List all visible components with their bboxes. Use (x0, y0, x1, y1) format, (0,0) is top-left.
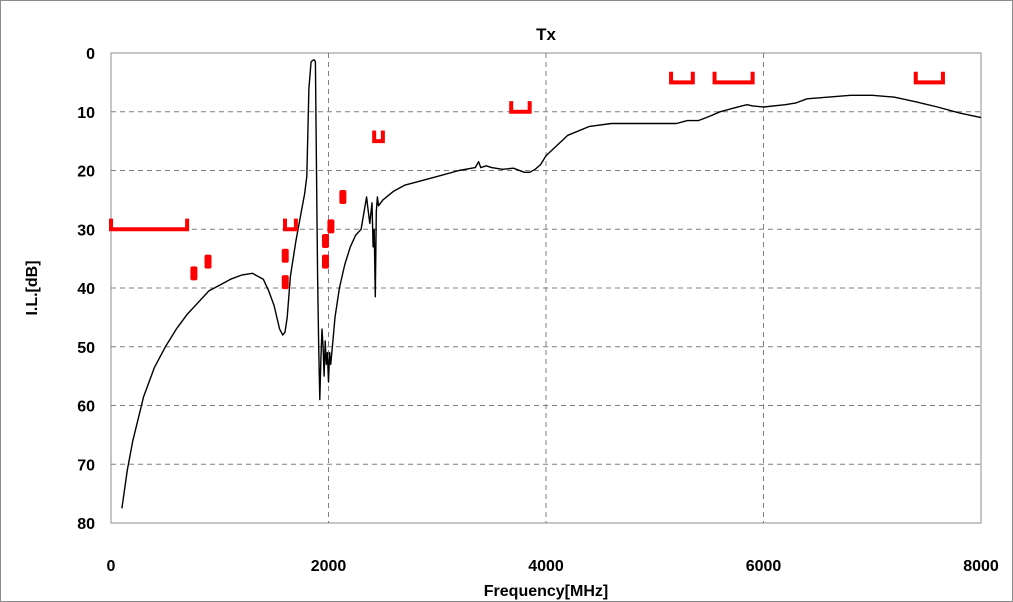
insertion-loss-curve (121, 59, 982, 509)
y-tick-label: 20 (77, 164, 95, 181)
spec-limit-point (321, 234, 329, 248)
x-tick-label: 4000 (528, 558, 564, 575)
spec-limit-bracket (283, 218, 298, 232)
y-tick-label: 30 (77, 222, 95, 239)
spec-limit-bracket (109, 218, 190, 232)
y-tick-label: 10 (77, 105, 95, 122)
x-axis-title: Frequency[MHz] (484, 583, 608, 600)
spec-limit-bracket (913, 71, 945, 85)
spec-limit-bracket (372, 130, 385, 144)
spec-limit-point (190, 266, 198, 281)
spec-limit-point (281, 275, 289, 290)
y-tick-label: 0 (86, 46, 95, 63)
chart-title: Tx (536, 25, 556, 44)
spec-limit-bracket (509, 101, 532, 114)
tick-labels: 0 10 20 30 40 50 60 70 80 0 2000 4000 6000 8000 (77, 46, 999, 575)
spec-limit-bracket (669, 71, 695, 85)
spec-limit-point (339, 189, 347, 204)
spec-limit-point (327, 219, 335, 234)
y-tick-label: 50 (77, 340, 95, 357)
spec-limit-point (321, 254, 329, 269)
spec-limit-point (204, 254, 212, 269)
grid-lines (111, 53, 981, 523)
y-tick-label: 40 (77, 281, 95, 298)
x-tick-label: 8000 (963, 558, 999, 575)
spec-limit-bracket (712, 71, 755, 85)
insertion-loss-curve-group (121, 59, 982, 509)
y-tick-label: 80 (77, 516, 95, 533)
spec-limit-point (281, 248, 289, 263)
y-tick-label: 60 (77, 399, 95, 416)
x-tick-label: 0 (107, 558, 116, 575)
x-tick-label: 2000 (311, 558, 347, 575)
x-tick-label: 6000 (746, 558, 782, 575)
y-tick-label: 70 (77, 457, 95, 474)
spec-marks-group (109, 71, 945, 290)
y-axis-title: I.L.[dB] (24, 260, 41, 315)
